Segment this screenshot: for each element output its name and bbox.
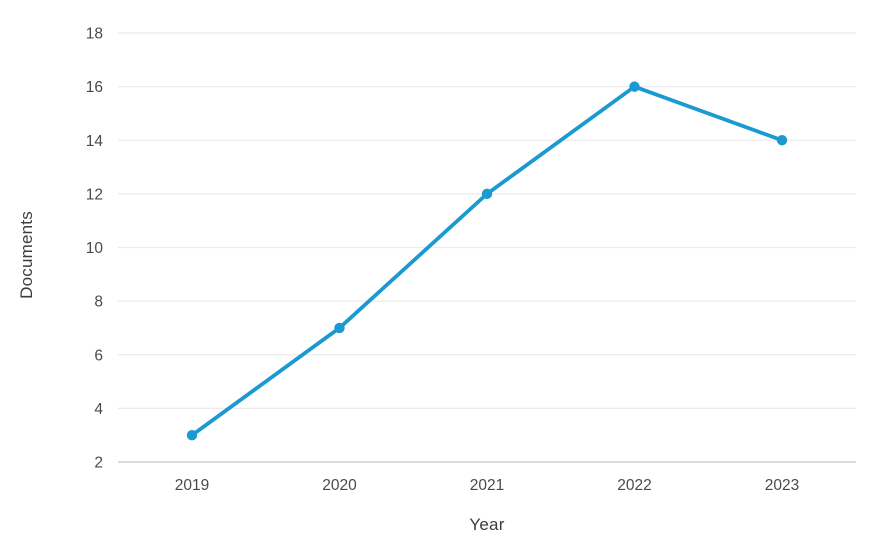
x-tick-label-2020: 2020 <box>322 477 357 494</box>
x-tick-label-2023: 2023 <box>765 477 799 494</box>
y-tick-label-14: 14 <box>86 133 104 150</box>
x-axis-title: Year <box>469 515 505 534</box>
data-point-2021 <box>481 188 493 200</box>
data-point-2023 <box>776 135 788 146</box>
y-tick-label-10: 10 <box>86 240 104 257</box>
x-tick-label-2019: 2019 <box>175 477 209 494</box>
y-tick-label-6: 6 <box>94 347 103 364</box>
y-tick-label-4: 4 <box>94 401 103 418</box>
y-axis-title: Documents <box>17 211 36 299</box>
y-tick-label-8: 8 <box>94 294 103 311</box>
y-tick-label-2: 2 <box>94 455 103 472</box>
data-point-2022 <box>629 81 640 92</box>
series-line-documents <box>190 84 784 438</box>
data-point-2019 <box>186 429 198 441</box>
data-point-2020 <box>334 322 345 334</box>
y-tick-label-18: 18 <box>86 26 103 43</box>
y-tick-label-12: 12 <box>86 186 103 203</box>
y-tick-label-16: 16 <box>86 79 103 96</box>
x-tick-label-2021: 2021 <box>470 477 504 494</box>
x-tick-label-2022: 2022 <box>617 477 651 494</box>
